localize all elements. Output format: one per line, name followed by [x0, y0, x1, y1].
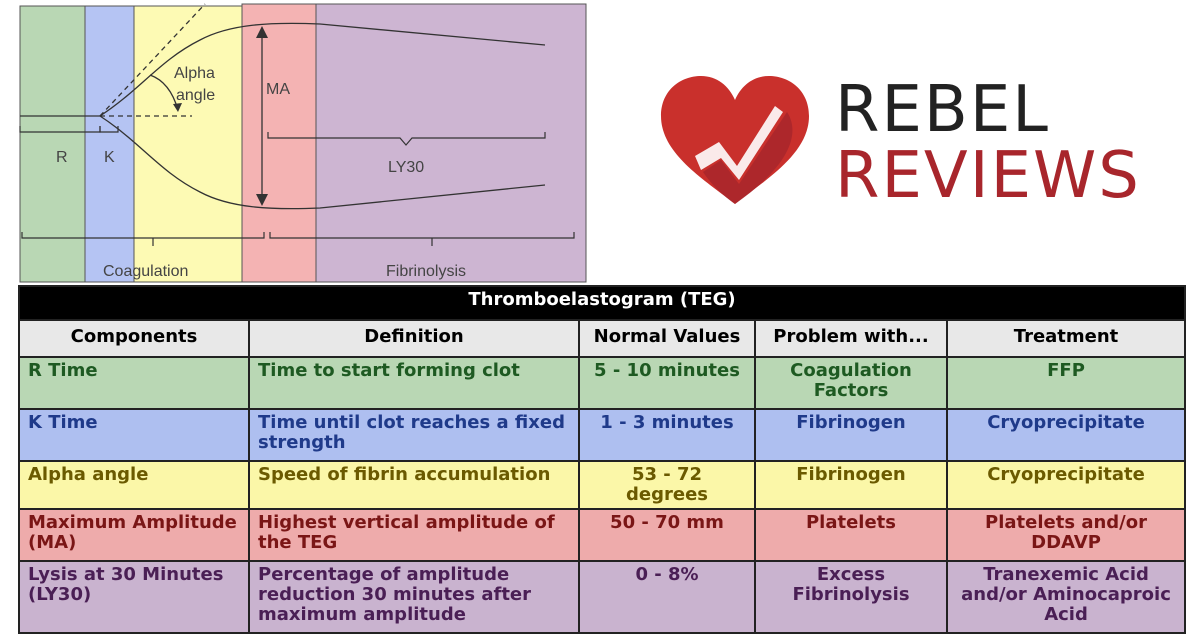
- header-treatment: Treatment: [945, 319, 1187, 358]
- header-components: Components: [18, 319, 250, 358]
- cell-definition: Percentage of amplitude reduction 30 min…: [248, 560, 580, 634]
- table-row: K Time Time until clot reaches a fixed s…: [18, 408, 1187, 462]
- teg-table: Thromboelastogram (TEG) Components Defin…: [17, 285, 1187, 634]
- alpha-label-line2: angle: [176, 87, 215, 104]
- cell-definition: Time until clot reaches a fixed strength: [248, 408, 580, 462]
- cell-normal-value: 53 - 72 degrees: [578, 460, 756, 510]
- cell-treatment: Cryoprecipitate: [945, 460, 1187, 510]
- cell-definition: Highest vertical amplitude of the TEG: [248, 508, 580, 562]
- ma-arrow-bottom: [256, 194, 268, 206]
- cell-treatment: Tranexemic Acid and/or Aminocaproic Acid: [945, 560, 1187, 634]
- k-bracket: [99, 126, 119, 133]
- coagulation-label: Coagulation: [103, 263, 188, 280]
- ly30-zone: [315, 3, 587, 283]
- heart-icon: [661, 76, 809, 204]
- coagulation-bracket: [21, 232, 265, 239]
- cell-problem: Platelets: [754, 508, 948, 562]
- table-row: Alpha angle Speed of fibrin accumulation…: [18, 460, 1187, 510]
- cell-treatment: FFP: [945, 356, 1187, 410]
- teg-tracing-lower: [99, 115, 546, 210]
- logo-text-reviews: REVIEWS: [835, 139, 1141, 213]
- cell-problem: Excess Fibrinolysis: [754, 560, 948, 634]
- table-row: Lysis at 30 Minutes (LY30) Percentage of…: [18, 560, 1187, 634]
- cell-problem: Fibrinogen: [754, 408, 948, 462]
- cell-component: K Time: [18, 408, 250, 462]
- teg-tracing-upper: [99, 22, 546, 117]
- alpha-label-line1: Alpha: [174, 65, 215, 82]
- ly30-bracket: [267, 132, 546, 146]
- cell-component: Alpha angle: [18, 460, 250, 510]
- ma-zone: [241, 3, 317, 283]
- cell-problem: Fibrinogen: [754, 460, 948, 510]
- cell-normal-value: 5 - 10 minutes: [578, 356, 756, 410]
- cell-definition: Time to start forming clot: [248, 356, 580, 410]
- k-label: K: [104, 149, 115, 166]
- cell-component: Lysis at 30 Minutes (LY30): [18, 560, 250, 634]
- cell-definition: Speed of fibrin accumulation: [248, 460, 580, 510]
- alpha-zone: [133, 5, 243, 283]
- table-header-row: Components Definition Normal Values Prob…: [18, 319, 1187, 358]
- cell-treatment: Cryoprecipitate: [945, 408, 1187, 462]
- rebel-reviews-logo: REBEL REVIEWS: [655, 72, 1139, 212]
- alpha-arc-arrowhead: [173, 103, 182, 112]
- header-normal-values: Normal Values: [578, 319, 756, 358]
- cell-problem: Coagulation Factors: [754, 356, 948, 410]
- logo-text-rebel: REBEL: [835, 73, 1050, 147]
- alpha-tangent-line: [99, 3, 206, 117]
- cell-component: R Time: [18, 356, 250, 410]
- ly30-label: LY30: [388, 159, 424, 176]
- r-zone: [19, 5, 86, 283]
- fibrinolysis-label: Fibrinolysis: [386, 263, 466, 280]
- cell-normal-value: 1 - 3 minutes: [578, 408, 756, 462]
- cell-component: Maximum Amplitude (MA): [18, 508, 250, 562]
- k-zone: [84, 5, 135, 283]
- fibrinolysis-bracket: [269, 232, 575, 239]
- teg-diagram: R K Alpha angle MA LY30 Coagulation Fibr…: [19, 3, 587, 283]
- table-row: R Time Time to start forming clot 5 - 10…: [18, 356, 1187, 410]
- table-title: Thromboelastogram (TEG): [17, 285, 1187, 321]
- header-definition: Definition: [248, 319, 580, 358]
- cell-normal-value: 50 - 70 mm: [578, 508, 756, 562]
- ma-arrow-top: [256, 26, 268, 38]
- cell-treatment: Platelets and/or DDAVP: [945, 508, 1187, 562]
- r-label: R: [56, 149, 68, 166]
- cell-normal-value: 0 - 8%: [578, 560, 756, 634]
- table-row: Maximum Amplitude (MA) Highest vertical …: [18, 508, 1187, 562]
- ma-label: MA: [266, 81, 290, 98]
- header-problem-with: Problem with...: [754, 319, 948, 358]
